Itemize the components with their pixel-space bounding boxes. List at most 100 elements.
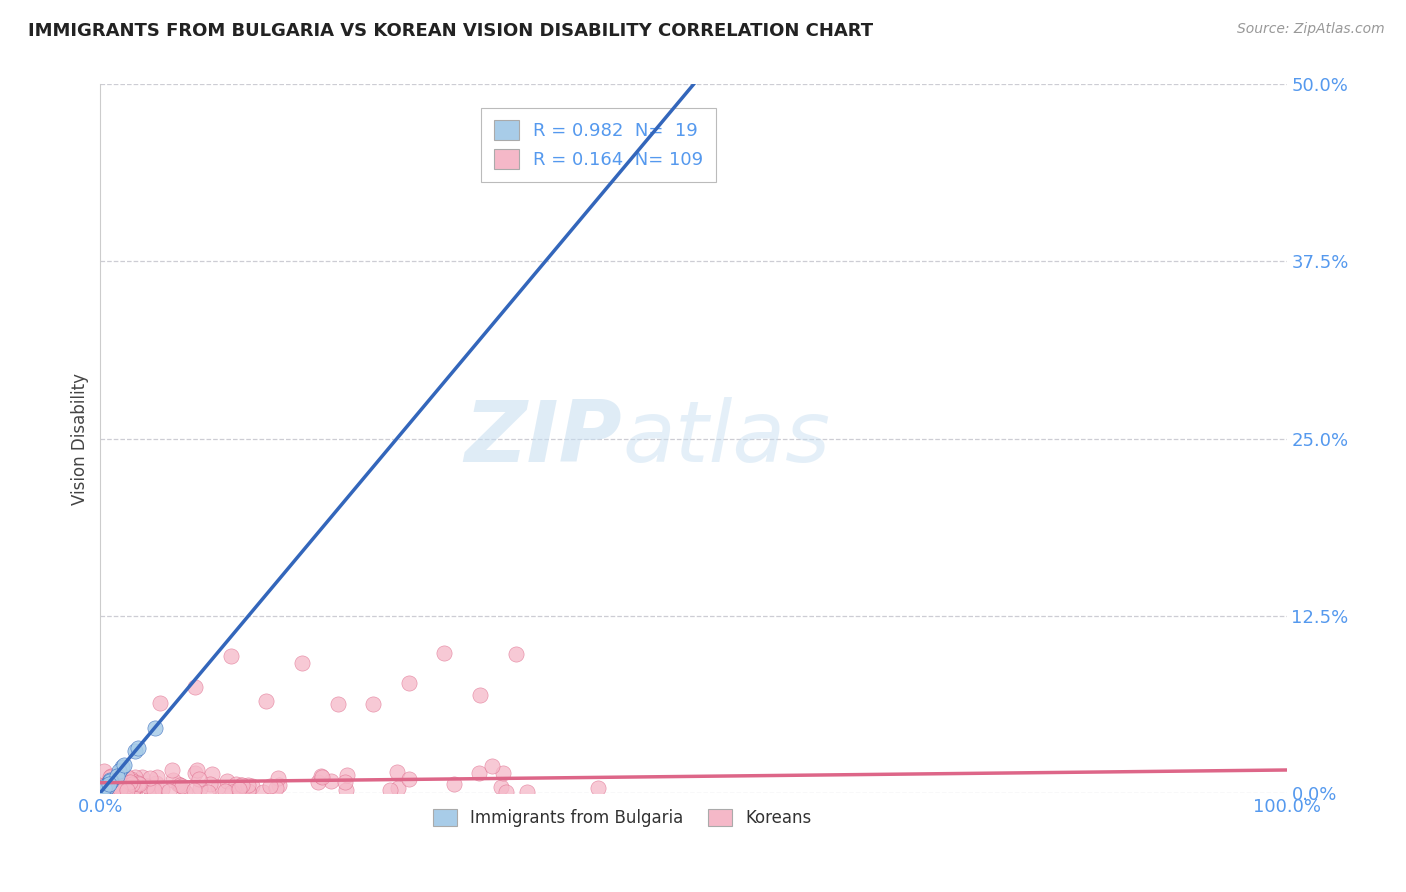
Point [326, 698, 349, 712]
Point [167, 777, 190, 791]
Point [183, 766, 205, 780]
Point [516, 785, 538, 799]
Point [380, 782, 402, 797]
Point [169, 778, 191, 792]
Point [335, 783, 357, 797]
Point [101, 781, 124, 796]
Point [361, 697, 384, 711]
Point [127, 740, 149, 755]
Point [267, 778, 290, 792]
Point [586, 781, 609, 796]
Point [100, 773, 122, 788]
Point [93, 780, 115, 795]
Point [97, 777, 120, 791]
Point [228, 781, 250, 796]
Point [105, 769, 128, 783]
Point [468, 689, 491, 703]
Point [98, 772, 121, 787]
Point [115, 770, 138, 784]
Point [98, 784, 121, 798]
Point [489, 780, 512, 794]
Point [103, 781, 125, 796]
Point [186, 763, 208, 777]
Point [108, 785, 131, 799]
Point [236, 784, 259, 798]
Point [160, 763, 183, 777]
Point [90, 785, 112, 799]
Point [138, 771, 160, 785]
Point [226, 782, 249, 797]
Point [143, 782, 166, 797]
Point [311, 770, 333, 784]
Point [240, 780, 263, 794]
Legend: Immigrants from Bulgaria, Koreans: Immigrants from Bulgaria, Koreans [426, 803, 818, 834]
Point [94, 780, 117, 794]
Point [118, 778, 141, 792]
Point [124, 783, 146, 797]
Point [259, 780, 281, 794]
Point [122, 780, 145, 794]
Point [187, 772, 209, 787]
Point [333, 775, 356, 789]
Point [128, 777, 150, 791]
Point [93, 783, 115, 797]
Point [252, 785, 274, 799]
Point [183, 783, 205, 797]
Point [495, 785, 517, 799]
Point [107, 764, 129, 778]
Point [114, 783, 136, 797]
Point [264, 780, 287, 795]
Point [107, 784, 129, 798]
Point [108, 782, 131, 797]
Point [225, 777, 247, 791]
Point [107, 781, 129, 796]
Point [122, 782, 145, 797]
Point [207, 780, 229, 794]
Point [146, 770, 169, 784]
Point [266, 771, 288, 785]
Point [131, 770, 153, 784]
Point [145, 776, 167, 790]
Point [307, 775, 329, 789]
Point [90, 784, 112, 798]
Text: Source: ZipAtlas.com: Source: ZipAtlas.com [1237, 22, 1385, 37]
Point [112, 783, 135, 797]
Point [93, 778, 115, 792]
Text: ZIP: ZIP [464, 397, 623, 480]
Point [124, 771, 146, 785]
Point [120, 775, 142, 789]
Point [149, 696, 172, 710]
Point [172, 779, 194, 793]
Point [188, 780, 211, 795]
Point [93, 778, 115, 792]
Point [197, 785, 219, 799]
Point [121, 777, 143, 791]
Point [96, 780, 118, 794]
Point [157, 784, 180, 798]
Point [200, 777, 222, 791]
Point [97, 775, 120, 789]
Text: atlas: atlas [623, 397, 831, 480]
Point [217, 774, 239, 789]
Point [127, 776, 149, 790]
Point [112, 758, 135, 772]
Point [121, 781, 143, 796]
Point [105, 780, 128, 795]
Point [120, 772, 142, 786]
Point [492, 766, 515, 780]
Text: IMMIGRANTS FROM BULGARIA VS KOREAN VISION DISABILITY CORRELATION CHART: IMMIGRANTS FROM BULGARIA VS KOREAN VISIO… [28, 22, 873, 40]
Point [505, 647, 527, 661]
Point [336, 768, 359, 782]
Point [321, 774, 343, 789]
Y-axis label: Vision Disability: Vision Disability [72, 373, 89, 505]
Point [468, 766, 491, 780]
Point [121, 774, 143, 789]
Point [214, 784, 236, 798]
Point [201, 767, 224, 781]
Point [98, 782, 121, 797]
Point [254, 694, 277, 708]
Point [481, 759, 503, 773]
Point [398, 676, 420, 690]
Point [121, 779, 143, 793]
Point [221, 785, 243, 799]
